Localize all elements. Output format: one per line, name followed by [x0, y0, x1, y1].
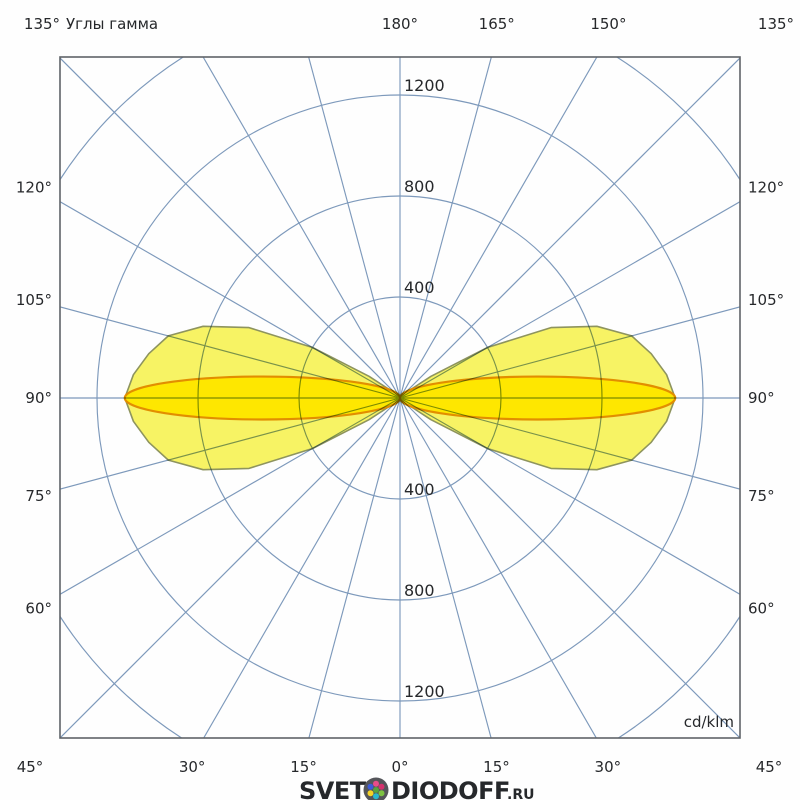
- spoke-line-330: [203, 397, 401, 738]
- intensity-curves: [123, 325, 677, 471]
- angle-label-left-4: 60°: [25, 600, 52, 618]
- angle-label-top-1: 165°: [479, 15, 515, 33]
- spoke-line-210: [202, 57, 401, 399]
- intensity-ellipse-left: [123, 375, 402, 421]
- angle-label-bottom-right-1: 30°: [595, 758, 622, 776]
- ring-labels: 400 400 800 800 1200 1200: [404, 76, 445, 701]
- plot-frame: [59, 56, 741, 739]
- angle-label-bottom-right-corner: 45°: [756, 758, 783, 776]
- spoke-line-315: [60, 397, 401, 738]
- watermark-logo-dot: [367, 783, 374, 790]
- spoke-line-135: [399, 57, 740, 399]
- spoke-line-195: [308, 57, 401, 399]
- spoke-line-15: [399, 397, 492, 738]
- angle-label-bottom-left-corner: 45°: [17, 758, 44, 776]
- watermark-text-right: DIODOFF: [391, 777, 510, 800]
- angle-label-bottom-center: 0°: [391, 758, 408, 776]
- ring-label-bottom-400: 400: [404, 480, 435, 499]
- angle-label-right-2: 90°: [748, 389, 775, 407]
- ring-label-top-400: 400: [404, 278, 435, 297]
- spoke-line-225: [60, 57, 401, 399]
- angle-label-right-0: 120°: [748, 178, 784, 196]
- angle-label-top-2: 150°: [590, 15, 626, 33]
- angle-label-left-3: 75°: [25, 487, 52, 505]
- angle-label-right-3: 75°: [748, 487, 775, 505]
- angle-label-left-1: 105°: [16, 291, 52, 309]
- intensity-ellipse-right: [398, 375, 677, 421]
- ring-label-top-800: 800: [404, 177, 435, 196]
- angle-label-top-0: 180°: [382, 15, 418, 33]
- angle-label-left-2: 90°: [25, 389, 52, 407]
- angle-labels: 120° 120° 105° 105° 90° 90° 75° 75° 60° 60° 180° 16…: [16, 15, 794, 776]
- spoke-line-345: [308, 397, 401, 738]
- angle-label-top-left-corner: 135°: [24, 15, 60, 33]
- watermark: SVET DIODOFF .RU: [299, 777, 534, 800]
- angle-label-bottom-left-1: 15°: [290, 758, 317, 776]
- watermark-logo-dot: [373, 793, 379, 800]
- ring-label-bottom-1200: 1200: [404, 682, 445, 701]
- ring-label-top-1200: 1200: [404, 76, 445, 95]
- spoke-line-30: [399, 397, 597, 738]
- watermark-text-left: SVET: [299, 777, 367, 800]
- spoke-line-45: [399, 397, 740, 738]
- angle-label-top-right-corner: 135°: [758, 15, 794, 33]
- axis-title: Углы гамма: [66, 15, 158, 33]
- watermark-logo-dot: [367, 790, 374, 797]
- angle-label-bottom-left-0: 30°: [179, 758, 206, 776]
- watermark-logo-icon: [363, 777, 389, 800]
- angle-label-right-4: 60°: [748, 600, 775, 618]
- ring-label-bottom-800: 800: [404, 581, 435, 600]
- watermark-tld: .RU: [507, 787, 534, 800]
- unit-label: cd/klm: [684, 713, 734, 731]
- spoke-line-150: [399, 57, 598, 399]
- watermark-logo-dot: [378, 790, 385, 797]
- angle-label-bottom-right-0: 15°: [483, 758, 510, 776]
- watermark-logo-dot: [373, 787, 379, 793]
- watermark-logo-dot: [373, 780, 379, 787]
- spoke-line-165: [399, 57, 492, 399]
- angle-label-right-1: 105°: [748, 291, 784, 309]
- angle-label-left-0: 120°: [16, 178, 52, 196]
- watermark-logo-dot: [378, 783, 385, 790]
